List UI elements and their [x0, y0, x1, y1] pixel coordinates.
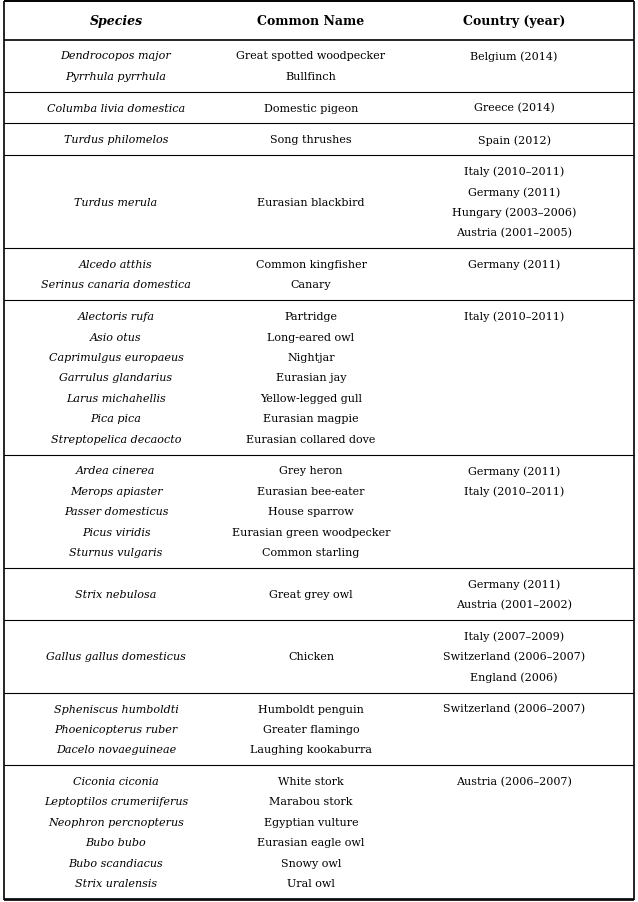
Text: Long-eared owl: Long-eared owl	[267, 332, 355, 342]
Text: Common starling: Common starling	[262, 548, 360, 557]
Text: Merops apiaster: Merops apiaster	[70, 486, 162, 496]
Text: Passer domesticus: Passer domesticus	[64, 507, 168, 517]
Text: White stork: White stork	[278, 777, 344, 787]
Text: Sturnus vulgaris: Sturnus vulgaris	[70, 548, 163, 557]
Text: Yellow-legged gull: Yellow-legged gull	[260, 393, 362, 403]
Text: Dendrocopos major: Dendrocopos major	[61, 51, 172, 61]
Text: Germany (2011): Germany (2011)	[468, 260, 560, 270]
Text: Italy (2010–2011): Italy (2010–2011)	[464, 167, 564, 177]
Text: Eurasian magpie: Eurasian magpie	[263, 414, 359, 424]
Text: Italy (2007–2009): Italy (2007–2009)	[464, 631, 564, 641]
Text: Eurasian blackbird: Eurasian blackbird	[257, 198, 365, 207]
Text: Caprimulgus europaeus: Caprimulgus europaeus	[48, 353, 184, 363]
Text: Turdus philomelos: Turdus philomelos	[64, 135, 168, 145]
Text: Larus michahellis: Larus michahellis	[66, 393, 166, 403]
Text: Belgium (2014): Belgium (2014)	[470, 51, 558, 61]
Text: Spheniscus humboldti: Spheniscus humboldti	[54, 704, 179, 713]
Text: Partridge: Partridge	[285, 312, 338, 322]
Text: Italy (2010–2011): Italy (2010–2011)	[464, 311, 564, 322]
Text: England (2006): England (2006)	[470, 672, 558, 682]
Text: Dacelo novaeguineae: Dacelo novaeguineae	[56, 744, 176, 754]
Text: Bubo scandiacus: Bubo scandiacus	[69, 858, 163, 868]
Text: Alectoris rufa: Alectoris rufa	[77, 312, 154, 322]
Text: Gallus gallus domesticus: Gallus gallus domesticus	[46, 651, 186, 662]
Text: Picus viridis: Picus viridis	[82, 527, 151, 537]
Text: Columba livia domestica: Columba livia domestica	[47, 104, 185, 114]
Text: Domestic pigeon: Domestic pigeon	[263, 104, 358, 114]
Text: Austria (2001–2002): Austria (2001–2002)	[456, 600, 572, 610]
Text: Marabou stork: Marabou stork	[269, 796, 353, 806]
Text: Germany (2011): Germany (2011)	[468, 465, 560, 476]
Text: Great spotted woodpecker: Great spotted woodpecker	[237, 51, 385, 61]
Text: Eurasian bee-eater: Eurasian bee-eater	[257, 486, 365, 496]
Text: Austria (2006–2007): Austria (2006–2007)	[456, 776, 572, 787]
Text: Bullfinch: Bullfinch	[286, 72, 336, 82]
Text: Greater flamingo: Greater flamingo	[263, 724, 359, 734]
Text: Strix uralensis: Strix uralensis	[75, 879, 157, 888]
Text: Grey heron: Grey heron	[279, 466, 343, 476]
Text: Phoenicopterus ruber: Phoenicopterus ruber	[54, 724, 177, 734]
Text: Egyptian vulture: Egyptian vulture	[263, 817, 359, 827]
Text: House sparrow: House sparrow	[268, 507, 354, 517]
Text: Pica pica: Pica pica	[91, 414, 142, 424]
Text: Nightjar: Nightjar	[287, 353, 335, 363]
Text: Strix nebulosa: Strix nebulosa	[75, 589, 157, 599]
Text: Garrulus glandarius: Garrulus glandarius	[59, 373, 172, 383]
Text: Ciconia ciconia: Ciconia ciconia	[73, 777, 159, 787]
Text: Asio otus: Asio otus	[90, 332, 142, 342]
Text: Great grey owl: Great grey owl	[269, 589, 353, 599]
Text: Humboldt penguin: Humboldt penguin	[258, 704, 364, 713]
Text: Chicken: Chicken	[288, 651, 334, 662]
Text: Song thrushes: Song thrushes	[270, 135, 352, 145]
Text: Common Name: Common Name	[257, 14, 365, 28]
Text: Eurasian green woodpecker: Eurasian green woodpecker	[232, 527, 390, 537]
Text: Austria (2001–2005): Austria (2001–2005)	[456, 228, 572, 238]
Text: Germany (2011): Germany (2011)	[468, 187, 560, 198]
Text: Streptopelica decaocto: Streptopelica decaocto	[51, 434, 181, 444]
Text: Turdus merula: Turdus merula	[75, 198, 158, 207]
Text: Greece (2014): Greece (2014)	[473, 104, 554, 114]
Text: Neophron percnopterus: Neophron percnopterus	[48, 817, 184, 827]
Text: Switzerland (2006–2007): Switzerland (2006–2007)	[443, 651, 585, 662]
Text: Leptoptilos crumeriiferus: Leptoptilos crumeriiferus	[44, 796, 188, 806]
Text: Laughing kookaburra: Laughing kookaburra	[250, 744, 372, 754]
Text: Switzerland (2006–2007): Switzerland (2006–2007)	[443, 704, 585, 713]
Text: Spain (2012): Spain (2012)	[477, 135, 551, 145]
Text: Country (year): Country (year)	[463, 14, 565, 28]
Text: Ardea cinerea: Ardea cinerea	[77, 466, 156, 476]
Text: Canary: Canary	[291, 281, 331, 290]
Text: Species: Species	[89, 14, 142, 28]
Text: Snowy owl: Snowy owl	[281, 858, 341, 868]
Text: Serinus canaria domestica: Serinus canaria domestica	[41, 281, 191, 290]
Text: Ural owl: Ural owl	[287, 879, 335, 888]
Text: Alcedo atthis: Alcedo atthis	[79, 260, 153, 270]
Text: Eurasian collared dove: Eurasian collared dove	[246, 434, 376, 444]
Text: Pyrrhula pyrrhula: Pyrrhula pyrrhula	[66, 72, 167, 82]
Text: Bubo bubo: Bubo bubo	[85, 837, 146, 847]
Text: Eurasian jay: Eurasian jay	[276, 373, 346, 383]
Text: Hungary (2003–2006): Hungary (2003–2006)	[452, 207, 576, 218]
Text: Eurasian eagle owl: Eurasian eagle owl	[257, 837, 365, 847]
Text: Italy (2010–2011): Italy (2010–2011)	[464, 486, 564, 496]
Text: Common kingfisher: Common kingfisher	[255, 260, 366, 270]
Text: Germany (2011): Germany (2011)	[468, 579, 560, 589]
